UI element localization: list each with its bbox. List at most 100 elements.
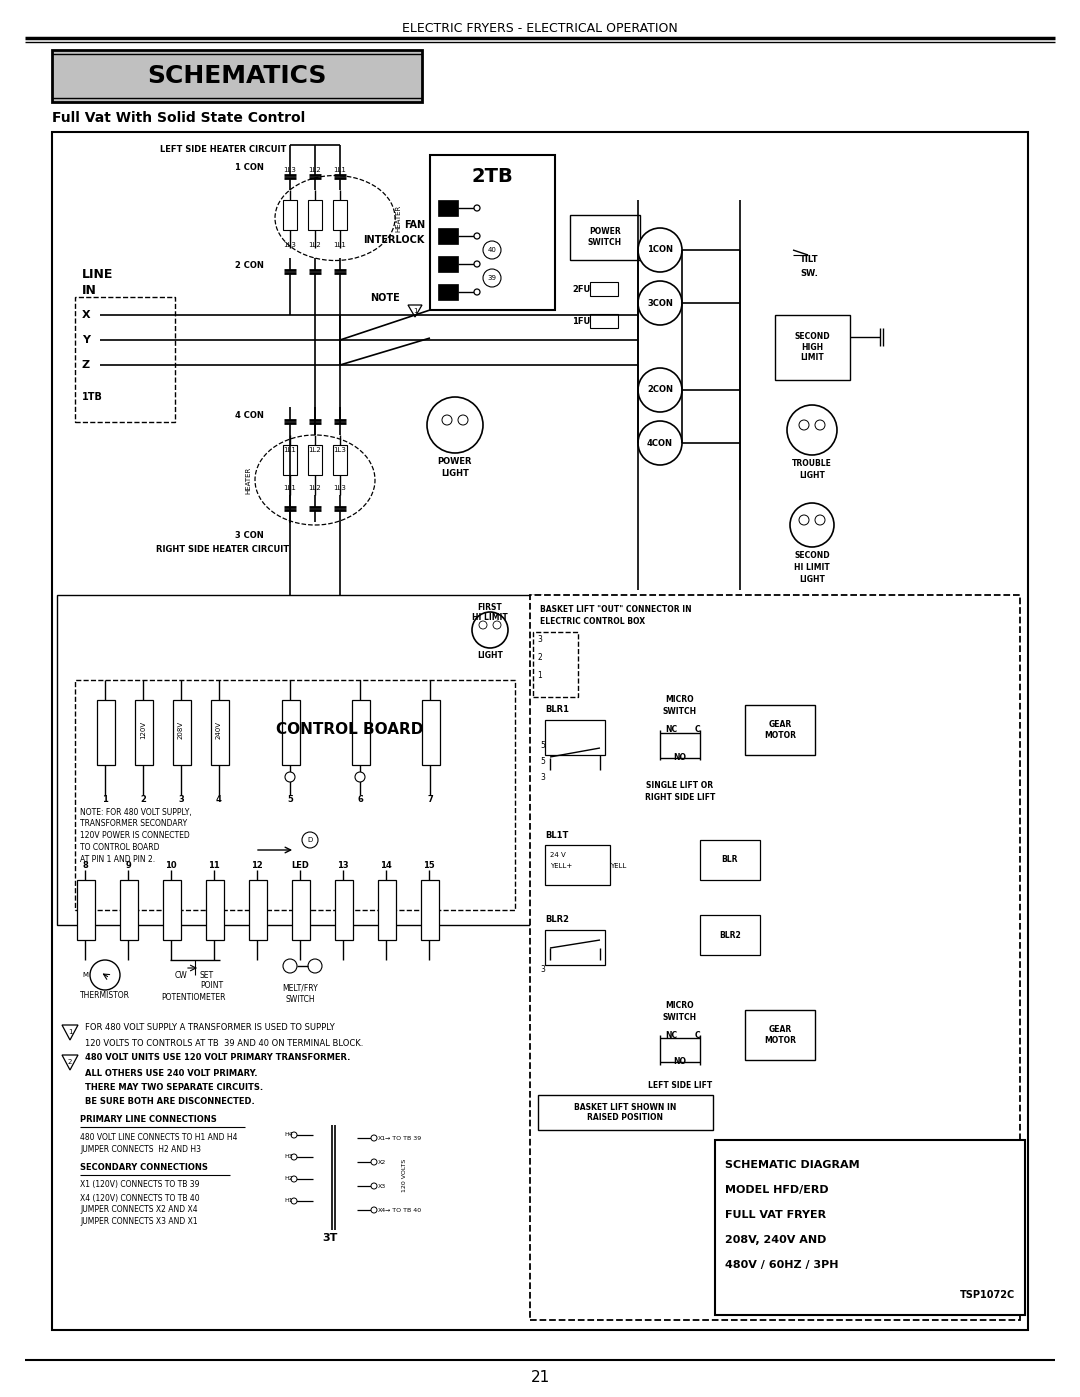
Bar bbox=[163, 880, 181, 940]
Bar bbox=[590, 314, 618, 328]
Text: SWITCH: SWITCH bbox=[663, 1013, 697, 1021]
Text: D: D bbox=[308, 837, 312, 842]
Circle shape bbox=[355, 773, 365, 782]
Bar bbox=[249, 880, 267, 940]
Bar bbox=[590, 282, 618, 296]
Text: 1L2: 1L2 bbox=[309, 242, 322, 249]
Text: 1CON: 1CON bbox=[647, 246, 673, 254]
Circle shape bbox=[427, 397, 483, 453]
Bar bbox=[75, 680, 515, 909]
Text: GEAR
MOTOR: GEAR MOTOR bbox=[764, 1025, 796, 1045]
Bar bbox=[570, 215, 640, 260]
Text: SCHEMATIC DIAGRAM: SCHEMATIC DIAGRAM bbox=[725, 1160, 860, 1171]
Text: 2CON: 2CON bbox=[647, 386, 673, 394]
Text: X1: X1 bbox=[378, 1136, 387, 1140]
Bar bbox=[745, 1010, 815, 1060]
Text: BLR2: BLR2 bbox=[719, 930, 741, 940]
Circle shape bbox=[291, 1176, 297, 1182]
Circle shape bbox=[474, 289, 480, 295]
Text: IN: IN bbox=[82, 285, 97, 298]
Text: SW.: SW. bbox=[800, 270, 818, 278]
Circle shape bbox=[799, 515, 809, 525]
Bar bbox=[775, 314, 850, 380]
Text: BLR: BLR bbox=[721, 855, 739, 865]
Bar bbox=[52, 131, 1028, 1330]
Text: 1L1: 1L1 bbox=[334, 242, 347, 249]
Text: LEFT SIDE HEATER CIRCUIT: LEFT SIDE HEATER CIRCUIT bbox=[160, 145, 286, 155]
Text: MODEL HFD/ERD: MODEL HFD/ERD bbox=[725, 1185, 828, 1194]
Circle shape bbox=[483, 270, 501, 286]
Bar bbox=[52, 50, 422, 102]
Text: 1L1: 1L1 bbox=[284, 447, 296, 453]
Text: NO: NO bbox=[674, 753, 687, 763]
Text: THERE MAY TWO SEPARATE CIRCUITS.: THERE MAY TWO SEPARATE CIRCUITS. bbox=[85, 1083, 264, 1091]
Text: BL1T: BL1T bbox=[545, 830, 568, 840]
Circle shape bbox=[372, 1207, 377, 1213]
Text: X: X bbox=[82, 310, 91, 320]
Text: LED: LED bbox=[292, 862, 309, 870]
Bar bbox=[173, 700, 191, 766]
Text: 40: 40 bbox=[487, 247, 497, 253]
Bar bbox=[545, 930, 605, 965]
Text: ALL OTHERS USE 240 VOLT PRIMARY.: ALL OTHERS USE 240 VOLT PRIMARY. bbox=[85, 1069, 257, 1077]
Circle shape bbox=[90, 960, 120, 990]
Text: HEATER: HEATER bbox=[395, 204, 401, 232]
Text: FULL VAT FRYER: FULL VAT FRYER bbox=[725, 1210, 826, 1220]
Text: H3: H3 bbox=[284, 1154, 293, 1160]
Text: POWER
SWITCH: POWER SWITCH bbox=[588, 228, 622, 247]
Bar bbox=[352, 700, 370, 766]
Text: 7: 7 bbox=[427, 795, 433, 805]
Text: 1L3: 1L3 bbox=[334, 485, 347, 490]
Circle shape bbox=[472, 612, 508, 648]
Text: 2: 2 bbox=[538, 654, 542, 662]
Text: CW: CW bbox=[175, 971, 188, 979]
Text: 3: 3 bbox=[540, 774, 545, 782]
Text: 6: 6 bbox=[357, 795, 363, 805]
Circle shape bbox=[474, 233, 480, 239]
Bar bbox=[308, 200, 322, 231]
Circle shape bbox=[283, 958, 297, 972]
Text: LIGHT: LIGHT bbox=[799, 576, 825, 584]
Text: X3: X3 bbox=[378, 1183, 387, 1189]
Text: SECOND
HIGH
LIMIT: SECOND HIGH LIMIT bbox=[794, 332, 829, 362]
Text: YELL+: YELL+ bbox=[550, 863, 572, 869]
Text: 1L3: 1L3 bbox=[334, 447, 347, 453]
Text: NOTE: FOR 480 VOLT SUPPLY,: NOTE: FOR 480 VOLT SUPPLY, bbox=[80, 807, 192, 816]
Text: 2FU: 2FU bbox=[572, 285, 591, 295]
Circle shape bbox=[302, 833, 318, 848]
Text: C: C bbox=[696, 725, 701, 735]
Text: 208V: 208V bbox=[178, 721, 184, 739]
Text: H1: H1 bbox=[284, 1199, 293, 1203]
Bar bbox=[700, 840, 760, 880]
Text: 2: 2 bbox=[68, 1059, 72, 1065]
Bar bbox=[77, 880, 95, 940]
Bar bbox=[545, 845, 610, 886]
Text: 2 CON: 2 CON bbox=[235, 260, 264, 270]
Text: 9: 9 bbox=[125, 862, 131, 870]
Text: 1L2: 1L2 bbox=[309, 168, 322, 173]
Text: TRANSFORMER SECONDARY: TRANSFORMER SECONDARY bbox=[80, 820, 187, 828]
Text: 120V: 120V bbox=[140, 721, 146, 739]
Text: RIGHT SIDE HEATER CIRCUIT: RIGHT SIDE HEATER CIRCUIT bbox=[157, 545, 289, 555]
Bar bbox=[438, 256, 458, 272]
Text: 1L1: 1L1 bbox=[334, 168, 347, 173]
Bar bbox=[308, 446, 322, 475]
Bar bbox=[438, 200, 458, 217]
Text: JUMPER CONNECTS  H2 AND H3: JUMPER CONNECTS H2 AND H3 bbox=[80, 1146, 201, 1154]
Bar bbox=[283, 200, 297, 231]
Bar bbox=[422, 700, 440, 766]
Text: ELECTRIC FRYERS - ELECTRICAL OPERATION: ELECTRIC FRYERS - ELECTRICAL OPERATION bbox=[402, 21, 678, 35]
Text: H2: H2 bbox=[284, 1176, 293, 1182]
Circle shape bbox=[474, 261, 480, 267]
Bar bbox=[438, 228, 458, 244]
Text: 1L3: 1L3 bbox=[284, 168, 296, 173]
Text: RIGHT SIDE LIFT: RIGHT SIDE LIFT bbox=[645, 792, 715, 802]
Bar bbox=[333, 446, 347, 475]
Text: HI LIMIT: HI LIMIT bbox=[472, 613, 508, 623]
Text: MICRO: MICRO bbox=[665, 1000, 694, 1010]
Bar bbox=[120, 880, 138, 940]
Text: Y: Y bbox=[82, 335, 90, 345]
Text: 1 CON: 1 CON bbox=[235, 163, 264, 172]
Text: MELT/FRY: MELT/FRY bbox=[282, 983, 318, 992]
Text: 120 VOLTS TO CONTROLS AT TB  39 AND 40 ON TERMINAL BLOCK.: 120 VOLTS TO CONTROLS AT TB 39 AND 40 ON… bbox=[85, 1038, 363, 1048]
